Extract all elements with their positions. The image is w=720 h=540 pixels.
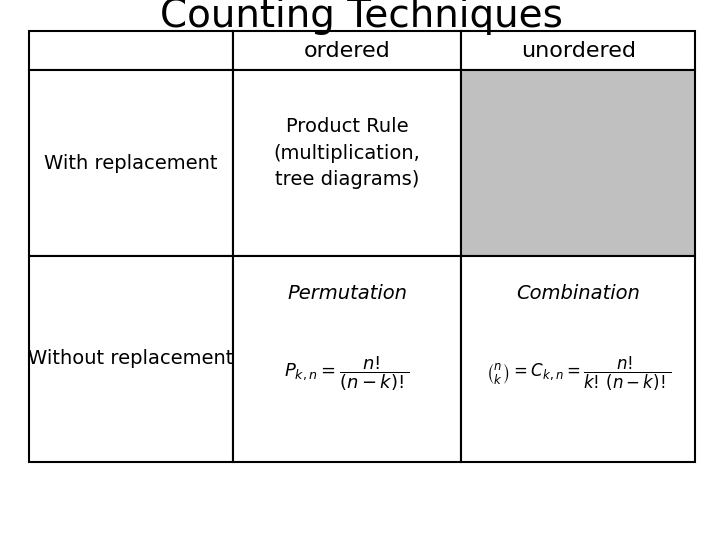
Text: ordered: ordered: [304, 40, 390, 60]
FancyBboxPatch shape: [233, 31, 462, 70]
FancyBboxPatch shape: [29, 31, 233, 70]
Text: $P_{k,n} = \dfrac{n!}{(n-k)!}$: $P_{k,n} = \dfrac{n!}{(n-k)!}$: [284, 354, 410, 393]
Text: $\binom{n}{k} = C_{k,n} = \dfrac{n!}{k!\,(n-k)!}$: $\binom{n}{k} = C_{k,n} = \dfrac{n!}{k!\…: [486, 355, 671, 393]
Text: With replacement: With replacement: [44, 154, 217, 173]
Text: Without replacement: Without replacement: [28, 349, 233, 368]
Text: Counting Techniques: Counting Techniques: [161, 0, 563, 35]
Text: unordered: unordered: [521, 40, 636, 60]
FancyBboxPatch shape: [29, 70, 233, 256]
FancyBboxPatch shape: [462, 31, 695, 70]
Text: Product Rule
(multiplication,
tree diagrams): Product Rule (multiplication, tree diagr…: [274, 117, 420, 190]
FancyBboxPatch shape: [462, 70, 695, 256]
Text: Permutation: Permutation: [287, 284, 407, 302]
FancyBboxPatch shape: [233, 256, 462, 462]
FancyBboxPatch shape: [233, 70, 462, 256]
FancyBboxPatch shape: [29, 256, 233, 462]
Text: Combination: Combination: [516, 284, 640, 302]
FancyBboxPatch shape: [462, 256, 695, 462]
